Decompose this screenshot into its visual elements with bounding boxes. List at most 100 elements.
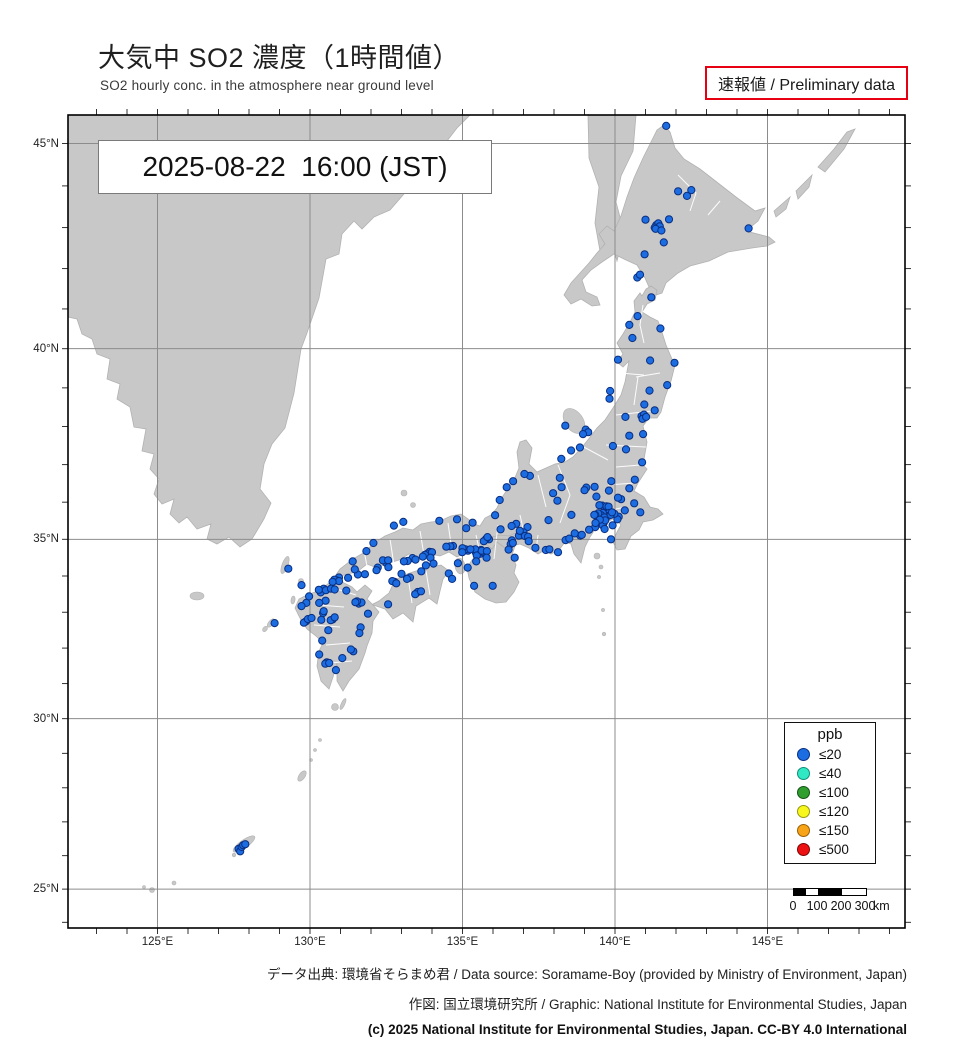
so2-station-dot xyxy=(331,666,340,675)
tokara-islands xyxy=(313,748,317,752)
so2-station-dot xyxy=(561,421,570,430)
map-area: 45°N 40°N 35°N 30°N 25°N 125°E 130°E 135°E 140°E… xyxy=(33,109,911,948)
legend-box: ppb ≤20 ≤40 ≤100 ≤120 ≤150 ≤500 xyxy=(784,722,876,864)
so2-station-dot xyxy=(342,586,351,595)
so2-station-dot xyxy=(621,412,630,421)
scale-bar-unit: km xyxy=(873,899,890,913)
legend-row: ≤500 xyxy=(785,840,875,859)
lon-axis-label: 140°E xyxy=(599,936,631,948)
so2-station-dot xyxy=(314,585,323,594)
tanegashima-island xyxy=(339,698,347,710)
so2-station-dot xyxy=(307,613,316,623)
so2-station-dot xyxy=(607,508,617,517)
izu-islands xyxy=(598,564,604,570)
so2-station-dot xyxy=(590,482,599,491)
so2-station-dot xyxy=(590,510,599,519)
so2-station-dot xyxy=(348,557,357,566)
so2-station-dot xyxy=(502,483,511,492)
so2-station-dot xyxy=(636,508,645,517)
lat-axis-label: 30°N xyxy=(33,712,59,725)
so2-station-dot xyxy=(613,493,623,502)
so2-station-dot xyxy=(402,574,412,583)
legend-row: ≤120 xyxy=(785,802,875,821)
so2-station-dot xyxy=(630,499,639,508)
so2-station-dot xyxy=(448,574,457,583)
so2-station-dot xyxy=(416,587,426,596)
so2-station-dot xyxy=(635,270,645,279)
so2-station-dot xyxy=(495,495,504,505)
so2-station-dot xyxy=(577,530,586,539)
so2-station-dot xyxy=(324,626,333,635)
so2-station-dot xyxy=(318,636,327,645)
so2-station-dot xyxy=(463,563,472,572)
so2-station-dot xyxy=(297,581,306,590)
so2-station-dot xyxy=(270,619,279,628)
legend-color-dot xyxy=(797,805,810,818)
so2-station-dot xyxy=(687,186,696,195)
legend-rows: ≤20 ≤40 ≤100 ≤120 ≤150 ≤500 xyxy=(785,745,875,859)
legend-row: ≤150 xyxy=(785,821,875,840)
so2-station-dot xyxy=(491,511,500,520)
so2-station-dot xyxy=(591,518,600,528)
so2-station-dot xyxy=(351,598,360,607)
so2-station-dot xyxy=(646,356,655,365)
preliminary-data-badge: 速報値 / Preliminary data xyxy=(705,66,908,100)
so2-station-dot xyxy=(515,526,524,535)
so2-station-dot xyxy=(330,585,339,594)
so2-station-dot xyxy=(435,516,444,525)
yakushima-island xyxy=(331,703,339,711)
so2-station-dot xyxy=(549,489,558,498)
scale-bar-tick-label: 0 xyxy=(789,899,797,913)
kerama-islands xyxy=(231,852,237,858)
so2-station-dot xyxy=(606,386,615,396)
scale-bar-segment xyxy=(842,889,866,895)
goto-islands xyxy=(262,626,268,632)
so2-station-dot xyxy=(557,454,566,463)
izu-islands xyxy=(597,575,601,579)
so2-station-dot xyxy=(555,473,564,482)
so2-station-dot xyxy=(620,506,629,515)
legend-color-dot xyxy=(797,748,810,761)
so2-station-dot xyxy=(545,545,554,554)
so2-station-dot xyxy=(317,615,326,624)
sakhalin-island xyxy=(587,114,637,263)
so2-station-dot xyxy=(504,545,513,554)
scale-bar-tick-label: 100 xyxy=(806,899,828,913)
so2-station-dot xyxy=(418,552,427,561)
so2-station-dot xyxy=(664,215,674,224)
so2-station-dot xyxy=(417,567,426,576)
so2-station-dot xyxy=(604,486,614,495)
so2-station-dot xyxy=(470,581,479,590)
legend-row: ≤40 xyxy=(785,764,875,783)
jeju-island xyxy=(189,591,205,601)
so2-station-dot xyxy=(647,293,656,302)
so2-station-dot xyxy=(633,312,642,321)
scale-bar-segment xyxy=(794,889,806,895)
so2-station-dot xyxy=(411,555,420,564)
so2-station-dot xyxy=(429,559,438,568)
so2-station-dot xyxy=(509,477,518,486)
scale-bar-tick-label: 300 xyxy=(854,899,876,913)
kuril-islands xyxy=(795,173,813,200)
so2-station-dot xyxy=(639,430,648,439)
kuril-islands xyxy=(817,128,856,173)
so2-station-dot xyxy=(355,629,364,638)
so2-station-dot xyxy=(625,431,634,440)
so2-station-dot xyxy=(319,607,328,616)
so2-station-dot xyxy=(458,548,467,557)
izu-islands xyxy=(601,608,605,612)
so2-station-dot xyxy=(565,534,574,543)
legend-row: ≤100 xyxy=(785,783,875,802)
so2-station-dot xyxy=(241,840,250,849)
so2-station-dot xyxy=(656,324,665,333)
izu-islands xyxy=(593,552,601,560)
so2-station-dot xyxy=(595,501,604,510)
so2-station-dot xyxy=(452,515,462,524)
so2-station-dot xyxy=(621,445,631,454)
so2-station-dot xyxy=(638,458,647,467)
so2-station-dot xyxy=(346,645,355,654)
so2-station-dot xyxy=(544,516,553,525)
so2-station-dot xyxy=(613,355,623,364)
izu-islands xyxy=(601,631,607,637)
